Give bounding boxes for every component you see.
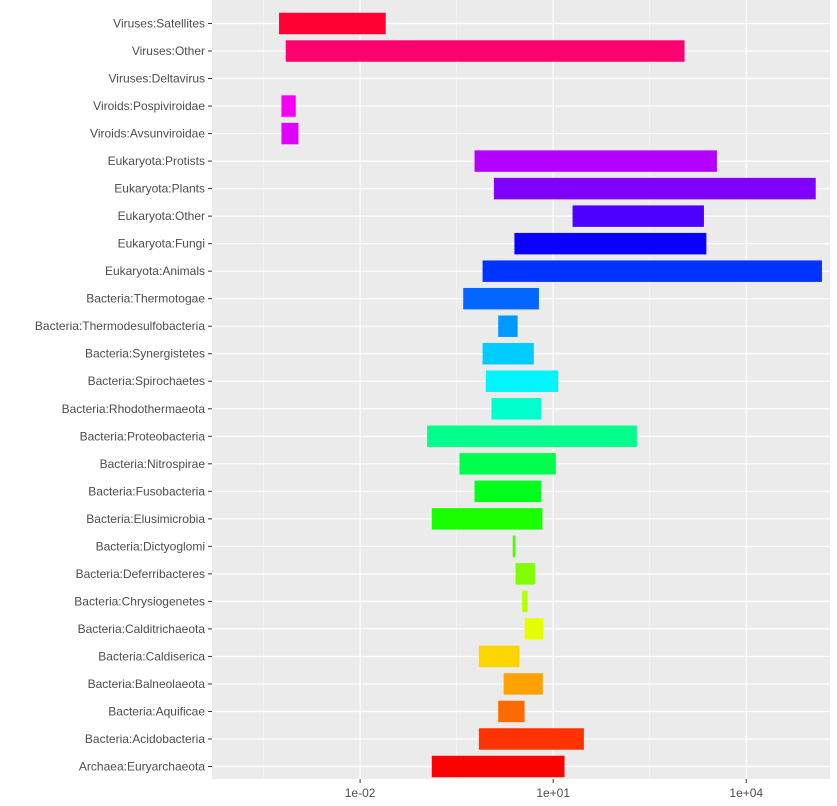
y-tick-label: Bacteria:Elusimicrobia: [86, 512, 205, 526]
bar-bacteria-proteobacteria: [427, 425, 637, 448]
bar-bacteria-balneolaeota: [503, 673, 543, 695]
y-tick-label: Bacteria:Rhodothermaeota: [62, 402, 206, 416]
x-axis-ticks: 1e-02 1e+01 1e+04: [345, 779, 763, 800]
y-tick-label: Viruses:Other: [132, 44, 205, 58]
bar-bacteria-synergistetes: [482, 342, 534, 365]
x-tick-label: 1e+01: [536, 786, 570, 800]
bar-eukaryota-protists: [474, 150, 717, 172]
y-tick-label: Bacteria:Nitrospirae: [100, 457, 206, 471]
bar-bacteria-deferribacteres: [515, 563, 535, 585]
bar-bacteria-fusobacteria: [474, 480, 542, 503]
y-tick-label: Bacteria:Aquificae: [108, 704, 205, 718]
bar-bacteria-thermodesulfobacteria: [498, 315, 518, 337]
y-tick-label: Bacteria:Thermotogae: [86, 292, 205, 306]
bar-viruses-other: [285, 40, 685, 62]
bar-viroids-pospiviroidae: [281, 95, 296, 117]
x-tick-label: 1e+04: [729, 786, 763, 800]
y-tick-label: Viruses:Satellites: [113, 17, 205, 31]
y-tick-label: Viroids:Avsunviroidae: [90, 127, 205, 141]
bar-eukaryota-animals: [482, 260, 822, 282]
y-tick-label: Bacteria:Spirochaetes: [88, 374, 205, 388]
y-tick-label: Bacteria:Deferribacteres: [76, 567, 205, 581]
y-tick-label: Eukaryota:Fungi: [118, 237, 205, 251]
y-tick-label: Eukaryota:Other: [118, 209, 205, 223]
y-tick-label: Bacteria:Acidobacteria: [85, 732, 205, 746]
x-tick-label: 1e-02: [345, 786, 376, 800]
bars: [279, 12, 822, 778]
bar-bacteria-calditrichaeota: [524, 618, 544, 640]
y-tick-label: Archaea:Euryarchaeota: [79, 760, 205, 774]
bar-bacteria-rhodothermaeota: [491, 398, 542, 420]
y-tick-label: Viroids:Pospiviroidae: [93, 99, 205, 113]
y-tick-label: Bacteria:Balneolaeota: [88, 677, 206, 691]
bar-viroids-avsunviroidae: [281, 122, 299, 145]
y-tick-label: Bacteria:Calditrichaeota: [78, 622, 206, 636]
y-tick-label: Bacteria:Caldiserica: [98, 649, 205, 663]
bar-bacteria-thermotogae: [463, 287, 539, 310]
bar-bacteria-acidobacteria: [478, 728, 584, 750]
bar-bacteria-nitrospirae: [459, 453, 556, 475]
bar-eukaryota-plants: [493, 177, 816, 200]
y-tick-label: Bacteria:Synergistetes: [85, 347, 205, 361]
bar-eukaryota-other: [572, 205, 704, 227]
y-axis-ticks: Viruses:Satellites Viruses:Other Viruses:D…: [35, 17, 212, 774]
bar-bacteria-aquificae: [498, 700, 525, 723]
y-tick-label: Eukaryota:Plants: [114, 182, 205, 196]
y-tick-label: Eukaryota:Animals: [105, 264, 205, 278]
y-tick-label: Bacteria:Proteobacteria: [80, 429, 206, 443]
y-tick-label: Viruses:Deltavirus: [109, 72, 205, 86]
bar-bacteria-caldiserica: [478, 645, 520, 668]
bar-bacteria-elusimicrobia: [431, 508, 543, 530]
bar-bacteria-spirochaetes: [485, 370, 559, 392]
bar-eukaryota-fungi: [514, 232, 707, 255]
bar-viruses-satellites: [279, 12, 386, 35]
y-tick-label: Bacteria:Thermodesulfobacteria: [35, 319, 205, 333]
y-tick-label: Bacteria:Fusobacteria: [88, 484, 205, 498]
y-tick-label: Bacteria:Dictyoglomi: [96, 539, 205, 553]
bar-bacteria-chrysiogenetes: [522, 590, 528, 613]
y-tick-label: Eukaryota:Protists: [108, 154, 205, 168]
bar-bacteria-dictyoglomi: [512, 535, 516, 558]
y-tick-label: Bacteria:Chrysiogenetes: [74, 594, 205, 608]
bar-archaea-euryarchaeota: [431, 755, 565, 778]
